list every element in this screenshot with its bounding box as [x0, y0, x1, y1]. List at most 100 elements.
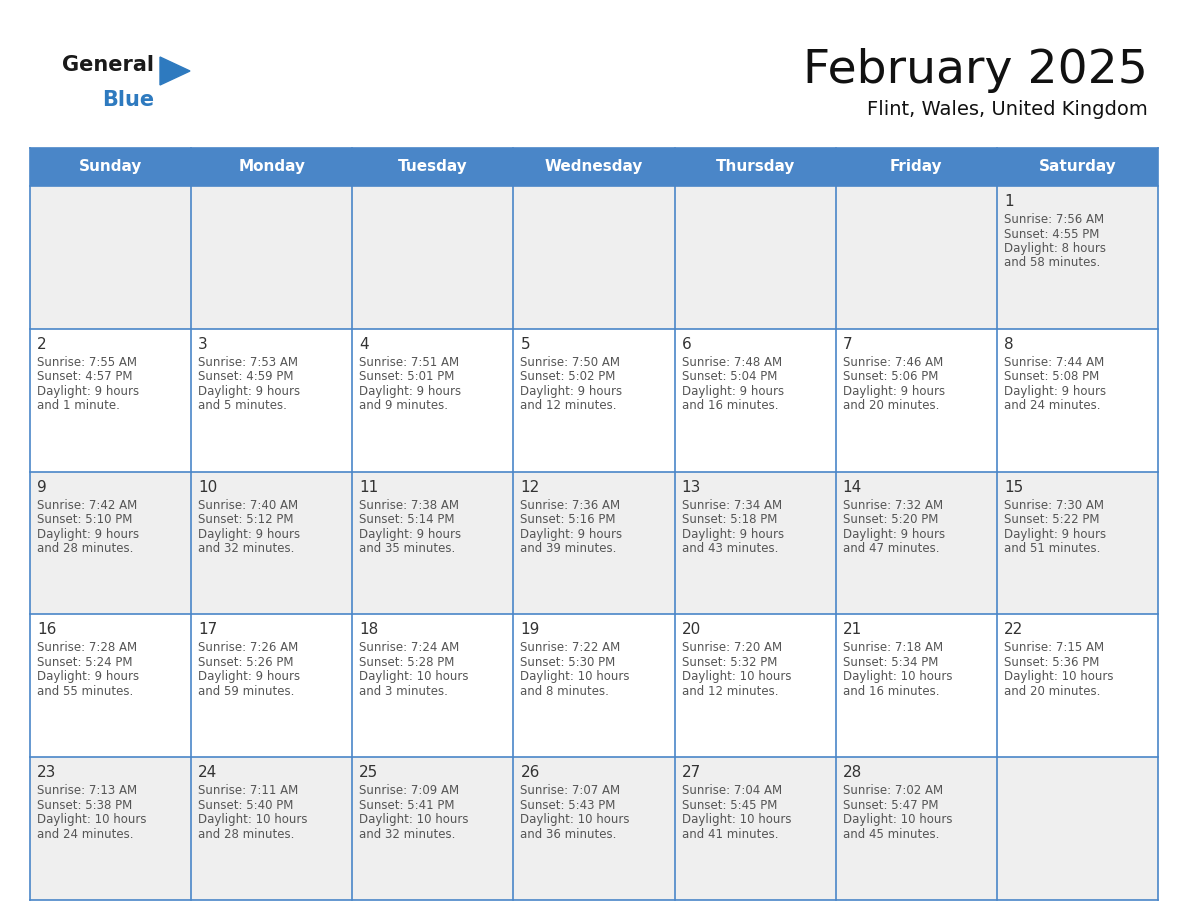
- Text: Sunrise: 7:34 AM: Sunrise: 7:34 AM: [682, 498, 782, 511]
- Text: Sunrise: 7:40 AM: Sunrise: 7:40 AM: [198, 498, 298, 511]
- Text: Daylight: 9 hours: Daylight: 9 hours: [359, 528, 461, 541]
- FancyBboxPatch shape: [513, 757, 675, 900]
- Text: Sunset: 5:24 PM: Sunset: 5:24 PM: [37, 655, 133, 669]
- FancyBboxPatch shape: [30, 186, 191, 329]
- Text: and 28 minutes.: and 28 minutes.: [37, 543, 133, 555]
- Text: Sunset: 5:06 PM: Sunset: 5:06 PM: [842, 370, 939, 384]
- FancyBboxPatch shape: [675, 186, 835, 329]
- Text: Sunset: 5:16 PM: Sunset: 5:16 PM: [520, 513, 615, 526]
- Text: Tuesday: Tuesday: [398, 160, 468, 174]
- Text: Sunrise: 7:15 AM: Sunrise: 7:15 AM: [1004, 642, 1104, 655]
- Text: Daylight: 9 hours: Daylight: 9 hours: [520, 385, 623, 397]
- FancyBboxPatch shape: [353, 472, 513, 614]
- Text: Sunrise: 7:18 AM: Sunrise: 7:18 AM: [842, 642, 943, 655]
- Text: Daylight: 9 hours: Daylight: 9 hours: [842, 385, 944, 397]
- Text: 18: 18: [359, 622, 379, 637]
- Text: Daylight: 9 hours: Daylight: 9 hours: [359, 385, 461, 397]
- Text: and 16 minutes.: and 16 minutes.: [682, 399, 778, 412]
- Text: and 39 minutes.: and 39 minutes.: [520, 543, 617, 555]
- Text: Sunrise: 7:55 AM: Sunrise: 7:55 AM: [37, 356, 137, 369]
- Text: Daylight: 9 hours: Daylight: 9 hours: [1004, 385, 1106, 397]
- Text: Sunrise: 7:11 AM: Sunrise: 7:11 AM: [198, 784, 298, 797]
- FancyBboxPatch shape: [997, 614, 1158, 757]
- Text: Sunrise: 7:24 AM: Sunrise: 7:24 AM: [359, 642, 460, 655]
- FancyBboxPatch shape: [675, 472, 835, 614]
- Text: and 24 minutes.: and 24 minutes.: [1004, 399, 1100, 412]
- Text: Sunrise: 7:32 AM: Sunrise: 7:32 AM: [842, 498, 943, 511]
- FancyBboxPatch shape: [997, 329, 1158, 472]
- Text: Daylight: 10 hours: Daylight: 10 hours: [520, 813, 630, 826]
- Text: 24: 24: [198, 766, 217, 780]
- Text: Flint, Wales, United Kingdom: Flint, Wales, United Kingdom: [867, 100, 1148, 119]
- Text: and 1 minute.: and 1 minute.: [37, 399, 120, 412]
- Text: and 24 minutes.: and 24 minutes.: [37, 828, 133, 841]
- Text: 12: 12: [520, 479, 539, 495]
- FancyBboxPatch shape: [30, 148, 1158, 186]
- Text: Daylight: 10 hours: Daylight: 10 hours: [198, 813, 308, 826]
- Text: Sunrise: 7:56 AM: Sunrise: 7:56 AM: [1004, 213, 1104, 226]
- FancyBboxPatch shape: [353, 329, 513, 472]
- Text: Daylight: 8 hours: Daylight: 8 hours: [1004, 242, 1106, 255]
- Text: Sunset: 5:28 PM: Sunset: 5:28 PM: [359, 655, 455, 669]
- FancyBboxPatch shape: [835, 614, 997, 757]
- Text: Sunrise: 7:04 AM: Sunrise: 7:04 AM: [682, 784, 782, 797]
- Text: Sunset: 5:08 PM: Sunset: 5:08 PM: [1004, 370, 1099, 384]
- Text: Sunrise: 7:02 AM: Sunrise: 7:02 AM: [842, 784, 943, 797]
- Text: Daylight: 9 hours: Daylight: 9 hours: [37, 528, 139, 541]
- FancyBboxPatch shape: [353, 186, 513, 329]
- Text: and 58 minutes.: and 58 minutes.: [1004, 256, 1100, 270]
- Text: Sunset: 5:30 PM: Sunset: 5:30 PM: [520, 655, 615, 669]
- Text: and 3 minutes.: and 3 minutes.: [359, 685, 448, 698]
- Text: Daylight: 9 hours: Daylight: 9 hours: [198, 670, 301, 683]
- Text: Wednesday: Wednesday: [545, 160, 643, 174]
- Text: and 32 minutes.: and 32 minutes.: [359, 828, 456, 841]
- Text: 7: 7: [842, 337, 852, 352]
- Text: and 43 minutes.: and 43 minutes.: [682, 543, 778, 555]
- FancyBboxPatch shape: [30, 757, 191, 900]
- FancyBboxPatch shape: [997, 757, 1158, 900]
- Text: Friday: Friday: [890, 160, 942, 174]
- Text: Sunrise: 7:51 AM: Sunrise: 7:51 AM: [359, 356, 460, 369]
- Text: Daylight: 9 hours: Daylight: 9 hours: [37, 385, 139, 397]
- Text: 28: 28: [842, 766, 862, 780]
- FancyBboxPatch shape: [191, 757, 353, 900]
- Text: Sunday: Sunday: [78, 160, 143, 174]
- Text: and 12 minutes.: and 12 minutes.: [520, 399, 617, 412]
- Text: and 9 minutes.: and 9 minutes.: [359, 399, 448, 412]
- FancyBboxPatch shape: [675, 757, 835, 900]
- Text: Sunset: 5:32 PM: Sunset: 5:32 PM: [682, 655, 777, 669]
- Text: 16: 16: [37, 622, 56, 637]
- Text: Monday: Monday: [239, 160, 305, 174]
- Text: 15: 15: [1004, 479, 1023, 495]
- Text: Sunrise: 7:07 AM: Sunrise: 7:07 AM: [520, 784, 620, 797]
- Text: Sunrise: 7:28 AM: Sunrise: 7:28 AM: [37, 642, 137, 655]
- Text: and 20 minutes.: and 20 minutes.: [842, 399, 939, 412]
- Text: 13: 13: [682, 479, 701, 495]
- Text: Sunrise: 7:36 AM: Sunrise: 7:36 AM: [520, 498, 620, 511]
- Text: and 5 minutes.: and 5 minutes.: [198, 399, 287, 412]
- FancyBboxPatch shape: [997, 472, 1158, 614]
- Text: and 36 minutes.: and 36 minutes.: [520, 828, 617, 841]
- Text: Sunset: 5:36 PM: Sunset: 5:36 PM: [1004, 655, 1099, 669]
- FancyBboxPatch shape: [30, 472, 191, 614]
- Text: Daylight: 10 hours: Daylight: 10 hours: [682, 813, 791, 826]
- Text: Sunrise: 7:13 AM: Sunrise: 7:13 AM: [37, 784, 137, 797]
- Text: and 55 minutes.: and 55 minutes.: [37, 685, 133, 698]
- FancyBboxPatch shape: [513, 329, 675, 472]
- FancyBboxPatch shape: [353, 757, 513, 900]
- Text: Sunset: 5:45 PM: Sunset: 5:45 PM: [682, 799, 777, 812]
- FancyBboxPatch shape: [675, 614, 835, 757]
- Text: Blue: Blue: [102, 90, 154, 110]
- Text: Sunset: 5:02 PM: Sunset: 5:02 PM: [520, 370, 615, 384]
- Text: 9: 9: [37, 479, 46, 495]
- Text: Sunset: 5:22 PM: Sunset: 5:22 PM: [1004, 513, 1099, 526]
- Text: and 28 minutes.: and 28 minutes.: [198, 828, 295, 841]
- Text: Sunrise: 7:09 AM: Sunrise: 7:09 AM: [359, 784, 460, 797]
- Text: Sunrise: 7:50 AM: Sunrise: 7:50 AM: [520, 356, 620, 369]
- Text: Daylight: 9 hours: Daylight: 9 hours: [37, 670, 139, 683]
- Text: 23: 23: [37, 766, 56, 780]
- FancyBboxPatch shape: [353, 614, 513, 757]
- Text: and 51 minutes.: and 51 minutes.: [1004, 543, 1100, 555]
- Text: Sunrise: 7:30 AM: Sunrise: 7:30 AM: [1004, 498, 1104, 511]
- Text: Sunrise: 7:38 AM: Sunrise: 7:38 AM: [359, 498, 460, 511]
